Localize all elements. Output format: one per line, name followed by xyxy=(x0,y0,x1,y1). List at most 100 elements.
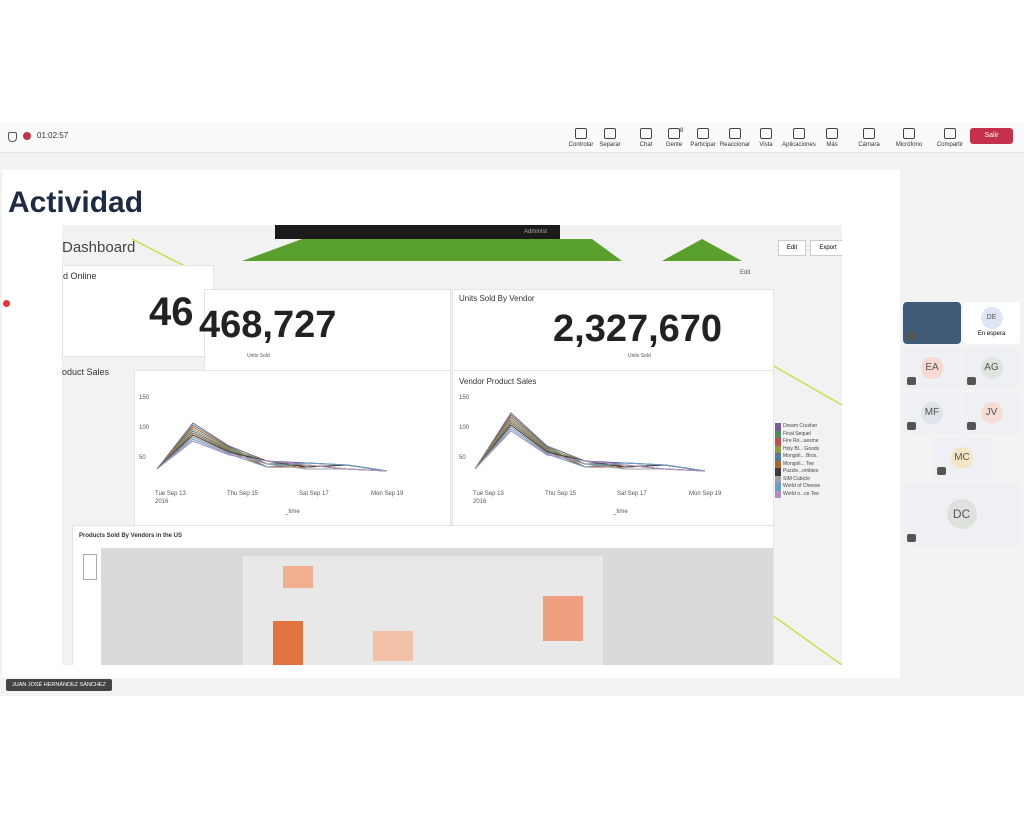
edit-button[interactable]: Edit xyxy=(778,240,806,256)
dashboard: Administ Dashboard Edit Export Edit d On… xyxy=(62,225,842,665)
y-tick-label: 100 xyxy=(139,425,150,431)
toolbar-button[interactable]: Chat xyxy=(628,128,664,148)
chart-panel: Vendor Product Sales 150 100 50 Tue Sep 13 T… xyxy=(452,370,820,527)
x-tick-label: Thu Sep 15 xyxy=(545,491,577,497)
legend-entry: Dream Crusher xyxy=(775,423,817,431)
series-line xyxy=(475,428,706,472)
icon xyxy=(826,128,838,139)
participant-tile: AG xyxy=(963,347,1020,389)
kpi-label: Units Sold xyxy=(628,353,651,359)
map-title: Products Sold By Vendors in the US xyxy=(79,533,183,539)
state xyxy=(543,596,583,641)
timer: 01:02:57 xyxy=(37,131,69,140)
map-panel: Products Sold By Vendors in the US xyxy=(72,525,774,665)
x-year: 2016 xyxy=(473,499,487,505)
icon xyxy=(793,128,805,139)
export-button[interactable]: Export xyxy=(810,240,842,256)
avatar: DC xyxy=(946,499,977,529)
button-label: Vista xyxy=(759,142,773,148)
participant-tile: DC xyxy=(903,482,1020,546)
mic-icon xyxy=(907,422,916,430)
toolbar xyxy=(0,122,1024,153)
toolbar-button[interactable]: Más xyxy=(814,128,850,148)
toolbar-button[interactable]: Separar xyxy=(592,128,628,148)
button-label: Aplicaciones xyxy=(782,142,816,148)
shield-icon xyxy=(8,132,17,142)
icon xyxy=(944,128,956,139)
icon xyxy=(729,128,741,139)
toolbar-button[interactable]: Participar xyxy=(685,128,721,148)
x-tick-label: Sat Sep 17 xyxy=(299,491,329,497)
x-tick-label: Mon Sep 19 xyxy=(689,491,722,497)
icon xyxy=(863,128,875,139)
kpi-title: Units Sold By Vendor xyxy=(459,294,535,303)
y-tick-label: 150 xyxy=(139,395,150,401)
line-chart xyxy=(157,422,388,472)
toolbar-button[interactable]: Cámara xyxy=(851,128,887,148)
icon xyxy=(760,128,772,139)
button-label: Gente xyxy=(665,142,683,148)
y-tick-label: 100 xyxy=(459,425,470,431)
button-label: Más xyxy=(826,142,838,148)
icon xyxy=(697,128,709,139)
toolbar-button[interactable]: Aplicaciones xyxy=(781,128,817,148)
mic-icon xyxy=(907,534,916,542)
button-label: Controlar xyxy=(568,142,594,148)
toolbar-button[interactable]: Reaccionar xyxy=(717,128,753,148)
avatar: AG xyxy=(980,357,1003,379)
series-line xyxy=(157,440,388,472)
legend-entry: World o...ce Tee xyxy=(775,490,819,498)
x-tick-label: Tue Sep 13 xyxy=(473,491,504,497)
toolbar-button[interactable]: Micrófono xyxy=(891,128,927,148)
icon xyxy=(575,128,587,139)
toolbar-button[interactable]: Controlar xyxy=(563,128,599,148)
legend-entry: SIM Cubicle xyxy=(775,475,810,483)
chart-panel: 150 100 50 Tue Sep 13 Thu Sep 15 Sat Sep 17 Mo… xyxy=(134,370,451,527)
state xyxy=(273,621,303,665)
participant-status: En espera xyxy=(977,331,1006,337)
presenter-name: JUAN JOSÉ HERNÁNDEZ SÁNCHEZ xyxy=(6,679,112,691)
green-band xyxy=(242,239,622,261)
x-year: 2016 xyxy=(155,499,169,505)
legend-entry: Holy Bl... Goods xyxy=(775,445,819,453)
people-count: 8 xyxy=(680,128,684,134)
icon xyxy=(668,128,680,139)
participant-tile: MF xyxy=(903,392,961,434)
chart-title: oduct Sales xyxy=(62,367,110,377)
slide-title: Actividad xyxy=(8,186,144,219)
green-band xyxy=(662,239,742,261)
legend-entry: Mongoli... Tee xyxy=(775,460,814,468)
y-tick-label: 50 xyxy=(139,455,146,461)
participant-tile: EA xyxy=(903,347,961,389)
series-line xyxy=(157,438,388,472)
icon xyxy=(604,128,616,139)
zoom-control[interactable] xyxy=(83,554,97,580)
button-label: Micrófono xyxy=(895,142,923,148)
legend-entry: World of Cheese xyxy=(775,483,820,491)
x-axis-label: _time xyxy=(285,509,300,515)
series-line xyxy=(475,430,706,472)
x-tick-label: Tue Sep 13 xyxy=(155,491,186,497)
kpi-panel: Units Sold By Vendor 2,327,670 Units Sol… xyxy=(452,289,774,371)
button-label: Separar xyxy=(599,142,621,148)
x-tick-label: Sat Sep 17 xyxy=(617,491,647,497)
leave-button[interactable]: Salir xyxy=(970,128,1013,144)
kpi-panel: d Online 46 xyxy=(62,265,214,357)
avatar: DE xyxy=(980,307,1003,329)
video-tile xyxy=(903,302,961,344)
hex-line xyxy=(771,364,842,406)
legend-entry: Fire Ro...uesme xyxy=(775,438,819,446)
legend-entry: Mongoli... Bros. xyxy=(775,453,818,461)
y-tick-label: 50 xyxy=(459,455,466,461)
toolbar-button[interactable]: Gente 8 xyxy=(656,128,692,148)
icon xyxy=(640,128,652,139)
x-tick-label: Thu Sep 15 xyxy=(227,491,259,497)
toolbar-button[interactable]: Compartir xyxy=(932,128,968,148)
admin-bar xyxy=(275,225,560,239)
participant-tile: JV xyxy=(963,392,1020,434)
mic-icon xyxy=(907,377,916,385)
kpi-value: 46 xyxy=(149,290,194,334)
y-tick-label: 150 xyxy=(459,395,470,401)
toolbar-button[interactable]: Vista xyxy=(748,128,784,148)
